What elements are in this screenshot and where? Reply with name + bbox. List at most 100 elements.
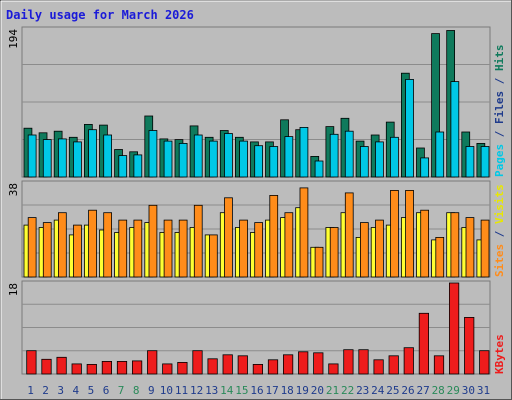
bar-kbytes-day-31 xyxy=(479,350,490,375)
bar-kbytes-day-6 xyxy=(101,360,112,375)
bar-files-day-26 xyxy=(405,79,414,178)
bar-files-day-15 xyxy=(239,140,248,178)
bar-files-day-10 xyxy=(163,140,173,178)
bar-sites-day-13 xyxy=(208,234,218,278)
bar-kbytes-day-25 xyxy=(388,355,399,375)
bar-kbytes-day-20 xyxy=(313,352,324,375)
bar-sites-day-15 xyxy=(239,219,248,278)
bar-kbytes-day-2 xyxy=(41,358,52,375)
day-label-31: 31 xyxy=(477,384,490,397)
bar-files-day-19 xyxy=(299,127,309,178)
bar-files-day-4 xyxy=(73,141,82,178)
bar-kbytes-day-26 xyxy=(403,347,414,375)
bar-sites-day-6 xyxy=(103,212,112,278)
bar-files-day-28 xyxy=(435,131,445,178)
day-label-28: 28 xyxy=(432,384,445,397)
bar-files-day-13 xyxy=(208,140,218,178)
side-legend: KBytes xyxy=(493,334,506,374)
y-max-label: 18 xyxy=(7,283,20,296)
bar-files-day-1 xyxy=(27,134,37,178)
bar-files-day-14 xyxy=(224,133,233,178)
bar-kbytes-day-7 xyxy=(116,360,128,375)
day-label-26: 26 xyxy=(401,384,414,397)
side-legend-part: Files xyxy=(493,91,506,124)
bar-sites-day-28 xyxy=(435,236,445,278)
bar-kbytes-day-27 xyxy=(418,312,430,375)
bar-files-day-6 xyxy=(103,134,112,178)
side-legend-part: KBytes xyxy=(493,334,506,374)
bar-kbytes-day-16 xyxy=(252,363,263,375)
day-label-16: 16 xyxy=(250,384,263,397)
bar-files-day-18 xyxy=(284,136,294,178)
bar-sites-day-21 xyxy=(329,227,339,278)
day-label-3: 3 xyxy=(57,384,64,397)
bar-sites-day-4 xyxy=(73,224,82,278)
bar-kbytes-day-12 xyxy=(192,350,203,375)
bar-sites-day-29 xyxy=(450,212,460,278)
day-label-19: 19 xyxy=(296,384,309,397)
day-label-10: 10 xyxy=(160,384,173,397)
bar-kbytes-day-3 xyxy=(56,356,67,375)
bar-kbytes-day-22 xyxy=(343,349,354,375)
x-axis-day-labels: 1 2 3 4 5 6 7 8 9 10 11 12 13 14 15 16 17 18 19 20 21 22 23 24 2… xyxy=(27,384,490,397)
day-label-25: 25 xyxy=(386,384,399,397)
panel-1: 194 Pages / Files / Hits xyxy=(7,26,506,178)
day-label-17: 17 xyxy=(265,384,278,397)
side-legend: Pages / Files / Hits xyxy=(493,45,506,178)
bar-sites-day-14 xyxy=(224,197,233,278)
day-label-24: 24 xyxy=(371,384,385,397)
day-label-22: 22 xyxy=(341,384,354,397)
bar-kbytes-day-24 xyxy=(373,359,384,375)
bar-sites-day-8 xyxy=(133,219,143,278)
bar-sites-day-7 xyxy=(118,219,128,278)
bar-sites-day-31 xyxy=(480,219,490,278)
bar-files-day-25 xyxy=(390,136,399,178)
day-label-30: 30 xyxy=(462,384,475,397)
panel-2: 38 Sites / Visits xyxy=(7,180,506,278)
bar-files-day-30 xyxy=(465,146,475,178)
bar-files-day-20 xyxy=(314,160,324,178)
bar-sites-day-20 xyxy=(314,246,324,278)
bar-kbytes-day-11 xyxy=(177,361,188,375)
day-label-13: 13 xyxy=(205,384,218,397)
bar-sites-day-16 xyxy=(254,222,263,278)
bar-files-day-12 xyxy=(193,134,203,178)
day-label-1: 1 xyxy=(27,384,34,397)
bar-kbytes-day-15 xyxy=(237,355,248,375)
bar-sites-day-10 xyxy=(163,219,173,278)
bar-sites-day-12 xyxy=(193,204,203,278)
chart-panels: 194 Pages / Files / Hits 38 Sites / Visits 1… xyxy=(7,26,506,375)
day-label-20: 20 xyxy=(311,384,324,397)
bar-kbytes-day-13 xyxy=(207,358,218,375)
side-legend-part: Sites xyxy=(493,244,506,277)
day-label-12: 12 xyxy=(190,384,203,397)
bar-kbytes-day-14 xyxy=(222,354,233,375)
day-label-2: 2 xyxy=(42,384,49,397)
bar-sites-day-26 xyxy=(405,189,414,278)
day-label-21: 21 xyxy=(326,384,339,397)
day-label-9: 9 xyxy=(148,384,155,397)
day-label-4: 4 xyxy=(72,384,79,397)
bar-files-day-29 xyxy=(450,81,460,178)
bar-files-day-16 xyxy=(254,145,263,178)
bar-files-day-27 xyxy=(420,157,430,178)
bar-sites-day-30 xyxy=(465,217,475,278)
side-legend-part: Visits xyxy=(493,184,506,224)
side-legend-part: / xyxy=(493,124,506,144)
bar-kbytes-day-21 xyxy=(328,363,339,375)
side-legend-part: Pages xyxy=(493,144,506,177)
bar-files-day-7 xyxy=(118,155,128,178)
chart-title: Daily usage for March 2026 xyxy=(6,8,194,22)
bar-kbytes-day-4 xyxy=(71,363,82,375)
bar-sites-day-1 xyxy=(27,217,37,278)
bar-kbytes-day-18 xyxy=(282,354,294,375)
bar-files-day-17 xyxy=(269,146,279,178)
day-label-15: 15 xyxy=(235,384,248,397)
day-label-5: 5 xyxy=(88,384,95,397)
bar-sites-day-24 xyxy=(375,219,384,278)
bar-kbytes-day-8 xyxy=(131,360,143,375)
bar-files-day-9 xyxy=(148,130,158,178)
bar-files-day-21 xyxy=(329,133,339,178)
bar-kbytes-day-10 xyxy=(162,363,173,375)
